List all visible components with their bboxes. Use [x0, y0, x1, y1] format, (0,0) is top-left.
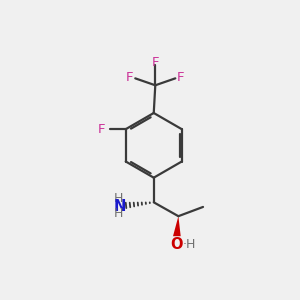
Text: O: O [171, 237, 183, 252]
Text: N: N [114, 199, 126, 214]
Text: H: H [114, 207, 123, 220]
Text: F: F [152, 56, 159, 69]
Text: F: F [126, 71, 134, 84]
Polygon shape [173, 216, 181, 236]
Text: ·H: ·H [182, 238, 196, 251]
Text: F: F [177, 71, 184, 84]
Text: F: F [98, 123, 105, 136]
Text: H: H [114, 192, 123, 205]
